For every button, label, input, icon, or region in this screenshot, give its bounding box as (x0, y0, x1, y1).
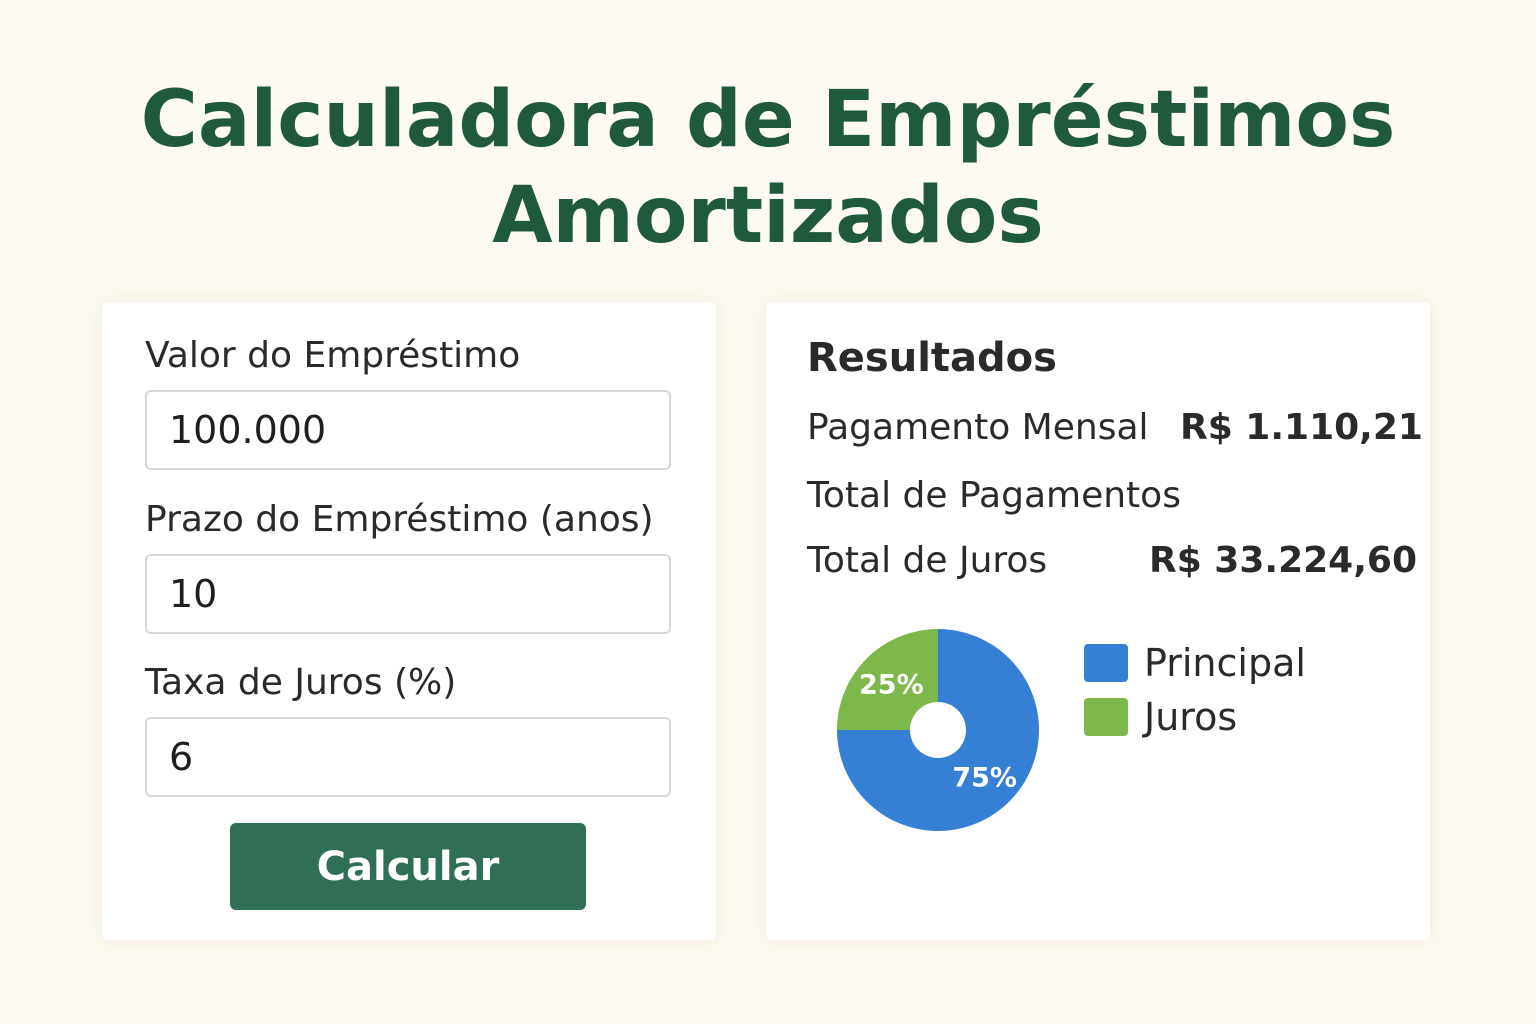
loan-term-label: Prazo do Empréstimo (anos) (145, 499, 654, 540)
interest-rate-label: Taxa de Juros (%) (145, 662, 457, 703)
legend-label-principal: Principal (1144, 641, 1306, 685)
loan-breakdown-donut-chart: 75% 25% (837, 629, 1039, 831)
donut-hole (910, 702, 966, 758)
legend-item-principal: Principal (1084, 636, 1306, 690)
legend-swatch-principal (1084, 644, 1128, 682)
slice-juros (837, 629, 938, 730)
page-title-line2: Amortizados (492, 171, 1044, 261)
data-label-juros: 25% (859, 669, 924, 700)
results-title: Resultados (807, 335, 1057, 381)
total-payments-label: Total de Pagamentos (807, 475, 1181, 516)
calculate-button[interactable]: Calcular (230, 823, 586, 910)
page-title: Calculadora de Empréstimos Amortizados (0, 72, 1536, 264)
legend-label-juros: Juros (1144, 695, 1238, 739)
chart-legend: Principal Juros (1084, 636, 1306, 744)
total-interest-label: Total de Juros (807, 540, 1048, 581)
loan-term-input[interactable] (145, 554, 671, 634)
loan-form-card: Valor do Empréstimo Prazo do Empréstimo … (102, 302, 716, 940)
loan-amount-input[interactable] (145, 390, 671, 470)
page-title-line1: Calculadora de Empréstimos (140, 75, 1396, 165)
total-interest-value: R$ 33.224,60 (1149, 540, 1417, 581)
monthly-payment-value: R$ 1.110,21 (1180, 407, 1423, 448)
loan-amount-label: Valor do Empréstimo (145, 335, 521, 376)
data-label-principal: 75% (952, 763, 1017, 794)
results-card: Resultados Pagamento Mensal R$ 1.110,21 … (766, 302, 1430, 940)
legend-swatch-juros (1084, 698, 1128, 736)
monthly-payment-label: Pagamento Mensal (807, 407, 1149, 448)
legend-item-juros: Juros (1084, 690, 1306, 744)
interest-rate-input[interactable] (145, 717, 671, 797)
